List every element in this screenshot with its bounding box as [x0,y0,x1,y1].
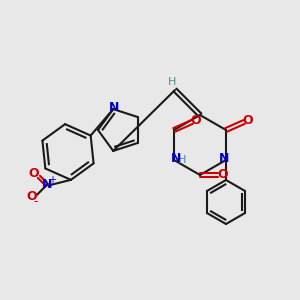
Text: O: O [27,190,37,203]
Text: N: N [109,100,119,114]
Text: N: N [219,152,229,166]
Text: O: O [28,167,39,180]
Text: -: - [34,195,38,208]
Text: N: N [171,152,181,166]
Text: H: H [178,155,186,165]
Text: H: H [168,77,176,87]
Text: O: O [191,113,201,127]
Text: N: N [42,178,52,191]
Text: O: O [218,169,228,182]
Text: O: O [243,113,253,127]
Text: +: + [48,175,56,185]
